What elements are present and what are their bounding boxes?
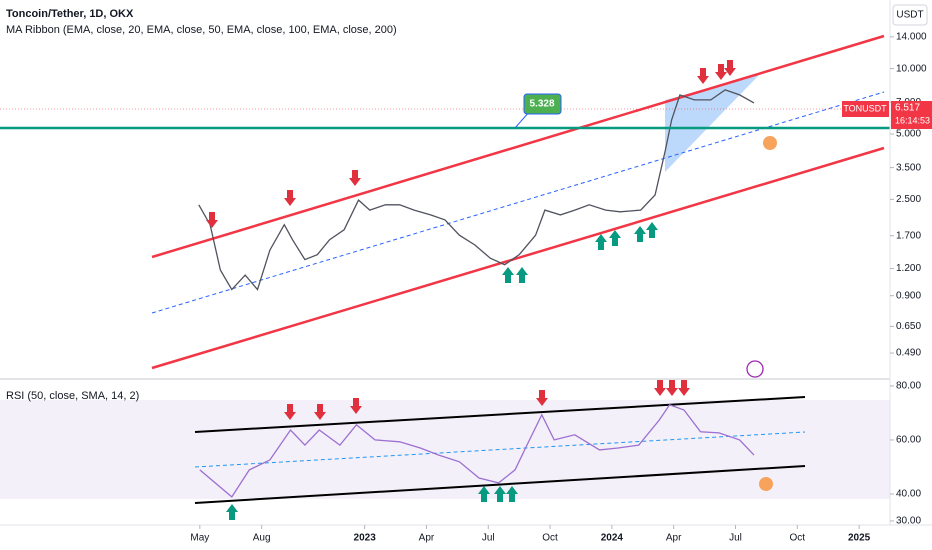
x-tick-label: Apr — [666, 533, 682, 544]
level-label: 5.328 — [529, 99, 554, 110]
arrow-up — [595, 234, 607, 250]
y-tick-label: 1.700 — [896, 230, 921, 241]
x-tick-label: Jul — [729, 533, 742, 544]
y-tick-label: 0.490 — [896, 348, 921, 359]
y-tick-label: 10.000 — [896, 63, 927, 74]
countdown-label: 16:14:53 — [895, 115, 930, 125]
x-tick-label: 2025 — [848, 533, 871, 544]
plots — [0, 89, 890, 498]
rsi-channel-lower — [194, 465, 806, 504]
rsi-channel-upper — [194, 396, 806, 433]
arrow-down — [206, 212, 218, 228]
emoji-icon — [759, 477, 773, 491]
emoji-icon — [763, 136, 777, 150]
x-tick-label: May — [190, 533, 209, 544]
arrows — [206, 60, 777, 520]
y-tick-label: 5.000 — [896, 129, 921, 140]
rsi-background — [0, 399, 890, 499]
arrow-down — [697, 68, 709, 84]
currency-button[interactable] — [892, 4, 928, 26]
y-tick-label: 0.900 — [896, 290, 921, 301]
rsi-band — [0, 399, 890, 499]
y-tick-label: 40.00 — [896, 489, 921, 500]
arrow-up — [646, 222, 658, 238]
x-tick-label: Oct — [790, 533, 806, 544]
y-tick-label: 80.00 — [896, 381, 921, 392]
arrow-down — [654, 380, 666, 396]
channel-lower — [151, 146, 885, 370]
x-tick-label: 2023 — [354, 533, 377, 544]
y-tick-label: 30.00 — [896, 516, 921, 527]
arrow-down — [666, 380, 678, 396]
symbol-badge — [842, 100, 889, 117]
indicator-label: MA Ribbon (EMA, close, 20, EMA, close, 5… — [6, 24, 397, 36]
rsi-channel-mid — [194, 431, 806, 468]
y-tick-label: 1.200 — [896, 263, 921, 274]
arrow-down — [715, 64, 727, 80]
arrow-up — [609, 230, 621, 246]
arrow-up — [516, 267, 528, 283]
x-tick-label: Apr — [419, 533, 435, 544]
channel-upper — [151, 34, 885, 259]
rsi-label: RSI (50, close, SMA, 14, 2) — [6, 390, 139, 402]
y-tick-label: 0.650 — [896, 321, 921, 332]
y-tick-label: 3.500 — [896, 162, 921, 173]
chart-title: Toncoin/Tether, 1D, OKX — [6, 8, 134, 20]
x-tick-label: 2024 — [601, 533, 624, 544]
price-label: 6.517 — [895, 103, 920, 114]
arrow-up — [226, 504, 238, 520]
arrow-down — [678, 380, 690, 396]
symbol-label: TONUSDT — [843, 103, 887, 113]
price-line — [198, 89, 755, 291]
arrow-down — [284, 190, 296, 206]
y-tick-label: 60.00 — [896, 435, 921, 446]
x-tick-label: Jul — [482, 533, 495, 544]
arrow-up — [502, 267, 514, 283]
arrow-up — [634, 226, 646, 242]
x-tick-label: Oct — [542, 533, 558, 544]
price-badge — [891, 100, 932, 129]
overlay: 14.00010.0007.0005.0003.5002.5001.7001.2… — [190, 32, 932, 544]
y-tick-label: 14.000 — [896, 32, 927, 43]
x-tick-label: Aug — [253, 533, 271, 544]
alert-icon[interactable] — [746, 360, 764, 378]
price-line — [199, 404, 755, 498]
currency: USDT — [896, 10, 923, 21]
y-tick-label: 2.500 — [896, 194, 921, 205]
level-badge — [523, 93, 562, 115]
arrow-down — [349, 170, 361, 186]
